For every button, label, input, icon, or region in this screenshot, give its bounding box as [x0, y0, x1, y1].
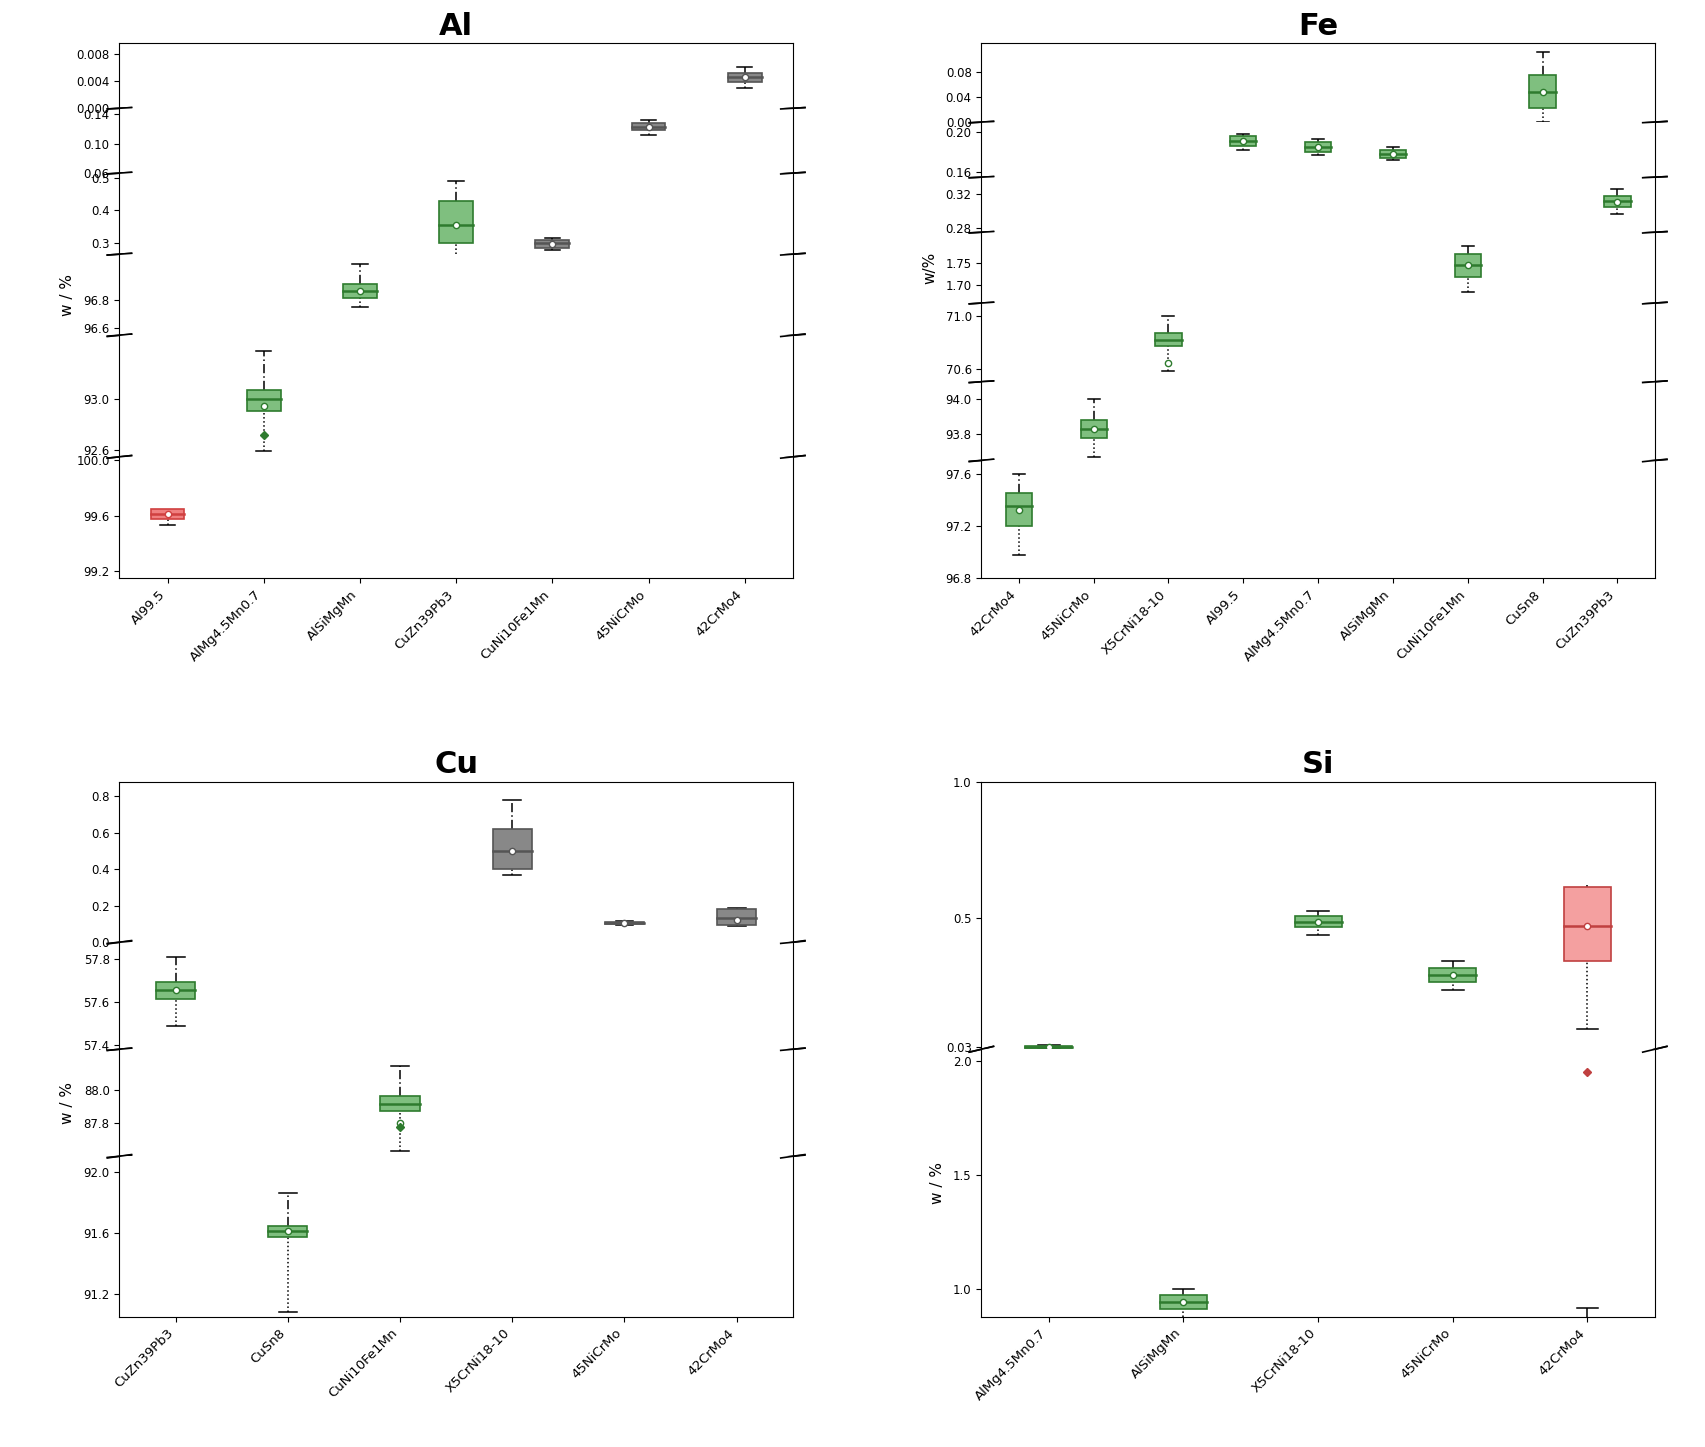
Y-axis label: w / %: w / % — [60, 273, 75, 315]
Bar — [728, 72, 760, 82]
Bar — [150, 509, 184, 519]
Bar — [1379, 150, 1405, 158]
Bar — [1229, 136, 1255, 146]
Title: Cu: Cu — [433, 751, 477, 780]
Bar — [1154, 333, 1182, 346]
Bar — [247, 391, 280, 411]
Title: Fe: Fe — [1298, 12, 1337, 41]
Bar — [535, 240, 569, 247]
Bar — [438, 201, 472, 243]
Bar — [155, 983, 194, 998]
Bar — [1454, 255, 1480, 276]
Title: Si: Si — [1301, 751, 1333, 780]
Y-axis label: w/%: w/% — [922, 252, 936, 284]
Bar — [1304, 142, 1330, 152]
Bar — [1006, 493, 1032, 525]
Bar — [631, 123, 665, 130]
Bar — [716, 909, 755, 925]
Bar — [343, 284, 377, 298]
Bar — [1563, 887, 1610, 961]
Bar — [1079, 420, 1107, 437]
Y-axis label: w / %: w / % — [60, 1082, 75, 1124]
Bar — [1159, 1295, 1205, 1308]
Bar — [1603, 195, 1630, 207]
Bar — [380, 1097, 419, 1111]
Bar — [1294, 916, 1340, 928]
Bar — [605, 922, 644, 925]
Y-axis label: w / %: w / % — [929, 1162, 945, 1204]
Title: Al: Al — [438, 12, 472, 41]
Bar — [493, 829, 532, 870]
Bar — [1025, 1046, 1072, 1048]
Bar — [1529, 75, 1555, 109]
Bar — [1429, 968, 1475, 983]
Bar — [268, 1226, 307, 1237]
